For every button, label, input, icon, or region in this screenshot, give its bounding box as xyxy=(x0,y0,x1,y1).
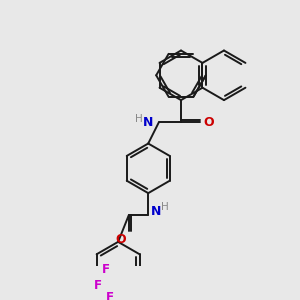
Text: N: N xyxy=(143,116,153,129)
Text: H: H xyxy=(161,202,169,212)
Text: O: O xyxy=(203,116,214,129)
Text: H: H xyxy=(136,114,143,124)
Text: O: O xyxy=(116,233,126,246)
Text: F: F xyxy=(102,263,110,276)
Text: F: F xyxy=(106,291,114,300)
Text: N: N xyxy=(151,205,161,218)
Text: F: F xyxy=(94,279,102,292)
